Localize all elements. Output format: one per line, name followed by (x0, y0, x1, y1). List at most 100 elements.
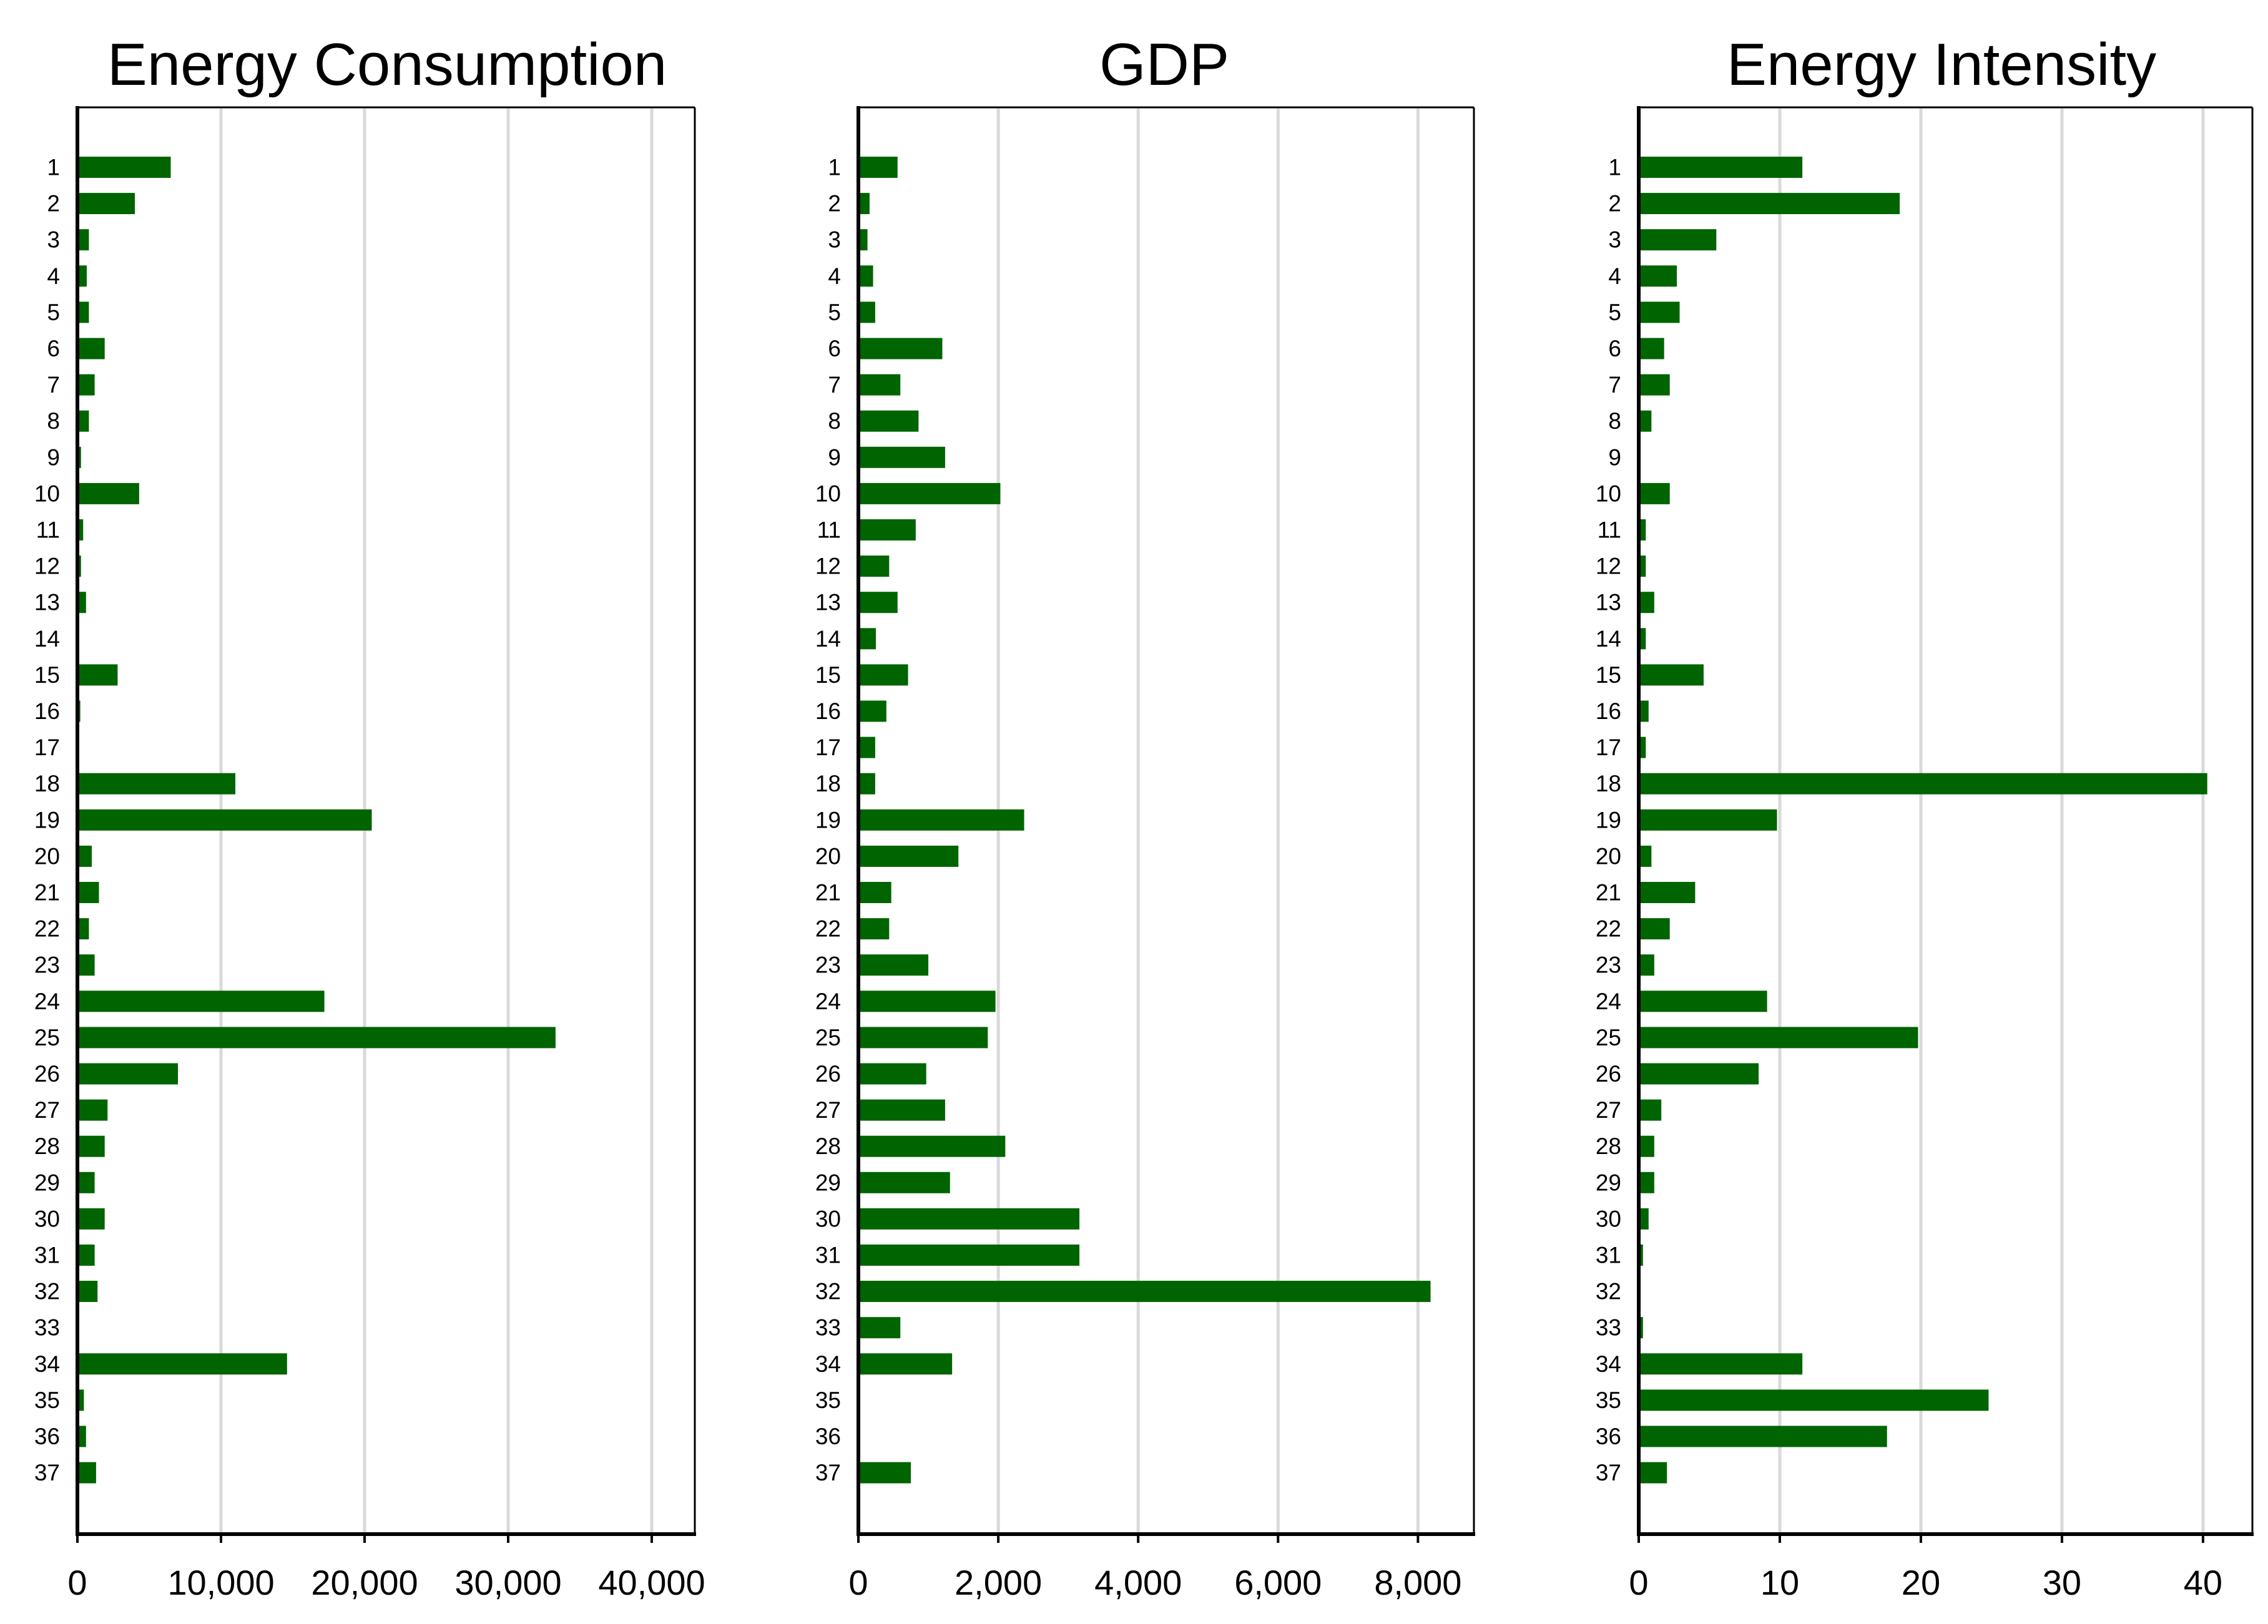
y-tick-label: 10 (1596, 481, 1621, 506)
x-tick-label: 0 (67, 1563, 87, 1602)
panel-energy-intensity: Energy Intensity 12345678910111213141516… (1596, 31, 2254, 1602)
y-tick-label: 26 (1596, 1061, 1621, 1087)
bar (1639, 519, 1646, 541)
bar (1639, 628, 1646, 650)
y-tick-label: 33 (34, 1315, 60, 1341)
y-tick-label: 6 (47, 336, 60, 361)
bar (77, 845, 92, 867)
bar (858, 301, 875, 323)
bar (858, 1172, 950, 1193)
x-tick-label: 30 (2043, 1563, 2081, 1602)
y-tick-label: 23 (34, 952, 60, 978)
bar (77, 882, 99, 903)
y-tick-label: 4 (47, 263, 60, 289)
bar (1639, 882, 1696, 903)
bar (1639, 1353, 1803, 1375)
x-tick-label: 20 (1902, 1563, 1940, 1602)
bar (77, 1135, 105, 1157)
bar (1639, 410, 1652, 432)
bar (1639, 374, 1670, 396)
y-tick-label: 20 (815, 843, 841, 869)
bar (858, 918, 890, 940)
y-tick-label: 21 (1596, 880, 1621, 906)
y-tick-label: 6 (828, 336, 841, 361)
bar (858, 410, 919, 432)
y-tick-label: 31 (815, 1243, 841, 1268)
y-tick-label: 32 (815, 1279, 841, 1304)
bar (77, 338, 105, 360)
y-tick-label: 20 (1596, 843, 1621, 869)
bar (77, 991, 325, 1012)
bar (77, 482, 139, 504)
y-tick-label: 27 (815, 1097, 841, 1123)
bar (77, 265, 87, 287)
bar (1639, 193, 1900, 215)
bar (77, 374, 95, 396)
bar (77, 301, 89, 323)
bar (1639, 1172, 1654, 1193)
bar (858, 1353, 953, 1375)
bar (858, 1099, 945, 1121)
bar (858, 193, 870, 215)
y-tick-label: 8 (1608, 408, 1621, 434)
bar (77, 1389, 84, 1411)
bar (858, 265, 873, 287)
y-tick-label: 15 (815, 662, 841, 688)
bar (858, 157, 898, 178)
y-tick-label: 14 (815, 626, 841, 652)
x-tick-label: 10 (1760, 1563, 1799, 1602)
bar (1639, 1462, 1667, 1484)
y-tick-label: 1 (1608, 155, 1621, 180)
bar (858, 845, 959, 867)
y-tick-label: 12 (815, 554, 841, 579)
bar (77, 1172, 95, 1193)
y-tick-label: 10 (34, 481, 60, 506)
y-tick-label: 17 (815, 735, 841, 760)
bar (77, 1027, 556, 1049)
y-tick-label: 14 (1596, 626, 1621, 652)
y-tick-label: 16 (34, 698, 60, 724)
bar (77, 1245, 95, 1266)
y-tick-label: 2 (47, 191, 60, 217)
bar (1639, 1389, 1989, 1411)
bar (77, 918, 89, 940)
bar (858, 628, 876, 650)
chart-title: Energy Consumption (107, 31, 667, 98)
y-tick-label: 2 (1608, 191, 1621, 217)
bar (1639, 229, 1717, 251)
chart-title: Energy Intensity (1727, 31, 2156, 98)
bar (77, 954, 95, 976)
y-tick-label: 37 (34, 1460, 60, 1485)
bar (1639, 1099, 1662, 1121)
bar (77, 664, 118, 686)
x-tick-label: 4,000 (1094, 1563, 1182, 1602)
y-tick-label: 24 (815, 989, 841, 1014)
y-tick-label: 10 (815, 481, 841, 506)
y-tick-label: 30 (1596, 1206, 1621, 1231)
y-tick-label: 3 (1608, 227, 1621, 253)
x-tick-label: 2,000 (955, 1563, 1042, 1602)
bar (858, 809, 1024, 831)
bar (1639, 301, 1680, 323)
bar (1639, 773, 2207, 795)
bar (1639, 555, 1646, 577)
bar (1639, 954, 1654, 976)
y-tick-label: 9 (47, 444, 60, 470)
bar (77, 773, 235, 795)
bar (858, 519, 916, 541)
bar (77, 157, 171, 178)
chart-title: GDP (1099, 31, 1229, 98)
y-tick-label: 26 (34, 1061, 60, 1087)
y-tick-label: 18 (815, 771, 841, 796)
bar (77, 1426, 86, 1447)
y-tick-label: 27 (1596, 1097, 1621, 1123)
y-tick-label: 15 (34, 662, 60, 688)
y-tick-label: 17 (1596, 735, 1621, 760)
y-tick-label: 12 (34, 554, 60, 579)
panel-energy-consumption: Energy Consumption 123456789101112131415… (34, 31, 705, 1602)
y-tick-label: 18 (1596, 771, 1621, 796)
bar (858, 882, 891, 903)
y-tick-label: 24 (1596, 989, 1621, 1014)
bar (858, 736, 875, 758)
y-tick-label: 36 (1596, 1424, 1621, 1449)
